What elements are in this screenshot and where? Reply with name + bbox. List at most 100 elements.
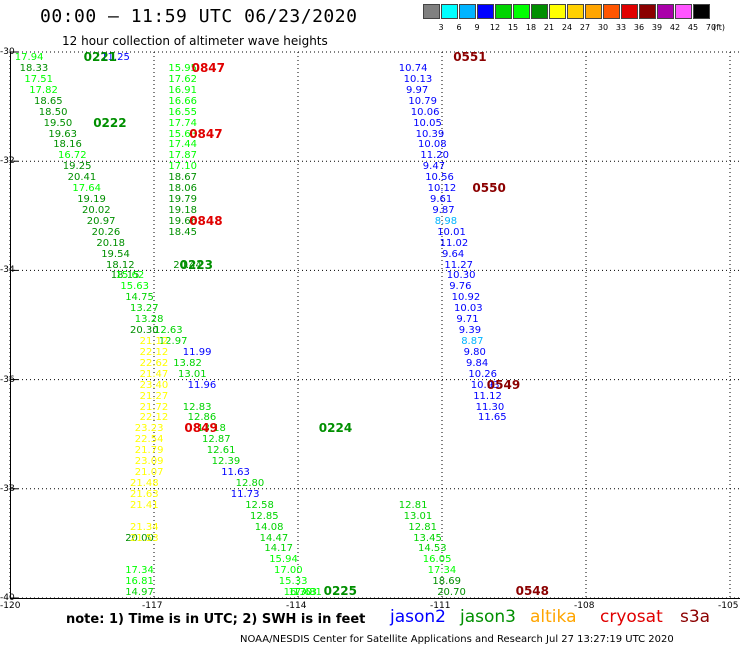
wave-height-value-altika: 21.41	[130, 499, 159, 511]
wave-height-value-jason2: 10.08	[418, 139, 447, 151]
wave-height-value-jason3: 17.10	[168, 161, 198, 173]
wave-height-value-jason3: 19.19	[77, 194, 106, 206]
wave-height-value-jason2: 10.74	[398, 63, 428, 74]
legend-label: 9	[474, 23, 480, 32]
wave-height-value-jason3: 18.33	[19, 63, 49, 74]
legend-label: 36	[633, 23, 645, 32]
wave-height-value-jason3: 12.81	[408, 521, 438, 533]
pass-time-label: 0224	[318, 421, 353, 436]
wave-height-value-jason3: 15.95	[168, 63, 198, 74]
wave-height-value-jason3: 15.33	[278, 576, 308, 588]
wave-height-value-altika: 22.12	[139, 412, 169, 424]
longitude-label: -108	[574, 601, 595, 611]
wave-height-value-jason2: 9.39	[458, 325, 482, 337]
legend-swatch	[585, 4, 602, 19]
wave-height-value-altika: 21.72	[139, 401, 169, 413]
wave-height-value-jason2: 11.99	[182, 346, 212, 358]
wave-height-value-jason3: 17.64	[72, 183, 102, 195]
wave-height-value-jason2: 11.20	[420, 150, 450, 162]
wave-height-value-jason2: 9.64	[442, 248, 465, 260]
legend-label: 24	[561, 23, 573, 32]
legend-label: 15	[507, 23, 519, 32]
wave-height-value-jason3: 13.82	[173, 357, 202, 369]
wave-height-value-altika: 22.12	[139, 346, 169, 358]
wave-height-value-jason3: 17.34	[125, 565, 154, 577]
legend-label: 70	[705, 23, 717, 32]
wave-height-value-jason3: 17.62	[168, 73, 198, 85]
wave-height-value-altika: 22.62	[139, 357, 169, 369]
legend-swatch	[531, 4, 548, 19]
wave-height-value-jason2: 8.87	[461, 336, 484, 347]
wave-height-value-jason3: 17.51	[24, 73, 54, 85]
wave-height-value-jason2: 10.79	[408, 95, 438, 107]
wave-height-value-jason2: 10.56	[425, 172, 454, 184]
wave-height-value-altika: 21.79	[134, 445, 164, 457]
wave-height-value-jason2: 9.61	[430, 194, 453, 206]
wave-height-value-jason3: 17.63	[288, 587, 318, 598]
wave-height-value-jason2: 10.26	[468, 368, 498, 380]
wave-height-value-jason3: 14.47	[259, 532, 289, 544]
wave-height-value-jason3: 13.27	[130, 303, 159, 315]
wave-height-value-jason2: 11.27	[444, 259, 474, 271]
wave-height-value-jason3: 17.81	[293, 587, 322, 598]
wave-height-value-jason2: 9.71	[456, 314, 479, 326]
pass-time-label: 0847	[191, 61, 225, 75]
wave-height-value-jason3: 16.05	[422, 554, 452, 566]
wave-height-value-jason3: 15.63	[168, 128, 198, 140]
legend-swatch	[639, 4, 656, 19]
wave-height-value-jason3: 14.17	[264, 543, 294, 555]
wave-height-value-jason2: 11.30	[475, 401, 505, 413]
footer-credit: NOAA/NESDIS Center for Satellite Applica…	[240, 634, 674, 645]
map-subtitle: 12 hour collection of altimeter wave hei…	[62, 34, 328, 48]
legend-swatch	[423, 4, 440, 19]
legend-swatch	[621, 4, 638, 19]
pass-time-label: 0848	[189, 213, 223, 228]
wave-height-value-jason3: 19.54	[101, 248, 130, 260]
wave-height-value-jason3: 13.28	[134, 314, 164, 326]
latitude-label: -36	[0, 374, 15, 385]
pass-time-label: 0222	[93, 115, 127, 130]
wave-height-value-jason2: 10.13	[403, 73, 433, 85]
legend-label: 27	[579, 23, 591, 32]
wave-height-value-jason2: 11.25	[101, 52, 130, 64]
wave-height-value-jason3: 20.18	[96, 237, 126, 249]
wave-height-value-jason2: 11.96	[187, 379, 217, 391]
wave-height-value-altika: 23.23	[134, 423, 164, 435]
legend-swatch	[513, 4, 530, 19]
wave-height-value-jason2: 11.63	[221, 467, 250, 479]
wave-height-value-jason3: 14.97	[125, 587, 154, 598]
latitude-label: -30	[0, 47, 15, 57]
wave-height-value-jason3: 14.75	[125, 292, 154, 304]
wave-height-value-jason3: 12.87	[202, 434, 231, 446]
legend-swatch	[603, 4, 620, 19]
legend-label: 39	[651, 23, 663, 32]
wave-height-value-jason3: 12.39	[211, 456, 241, 468]
legend-swatch	[495, 4, 512, 19]
legend-label: 3	[438, 23, 444, 32]
wave-height-value-jason2: 10.92	[451, 292, 481, 304]
wave-height-value-jason3: 12.97	[158, 336, 188, 347]
wave-height-value-jason3: 17.82	[29, 84, 58, 96]
wave-height-value-jason3: 12.61	[206, 445, 236, 457]
wave-height-value-jason3: 19.66	[168, 215, 198, 227]
wave-height-value-altika: 21.27	[139, 390, 169, 402]
wave-height-value-jason2: 11.65	[478, 412, 507, 424]
wave-height-value-jason3: 13.45	[413, 532, 442, 544]
wave-height-value-jason3: 17.00	[274, 565, 303, 577]
wave-height-value-jason3: 15.63	[120, 281, 150, 293]
wave-height-value-jason3: 13.01	[178, 368, 207, 380]
wave-height-value-altika: 21.47	[139, 368, 169, 380]
wave-height-value-jason3: 14.08	[254, 521, 284, 533]
legend-label: 33	[615, 23, 627, 32]
legend-swatch	[477, 4, 494, 19]
wave-height-value-jason2: 10.05	[413, 117, 442, 129]
wave-height-value-jason3: 17.87	[168, 150, 198, 162]
satellite-jason3: jason3	[460, 607, 516, 627]
wave-height-value-jason2: 9.87	[432, 204, 455, 216]
legend-swatch	[549, 4, 566, 19]
wave-height-value-jason3: 18.12	[106, 259, 135, 271]
wave-height-value-jason3: 18.15	[110, 270, 140, 282]
map-title: 00:00 – 11:59 UTC 06/23/2020	[40, 6, 358, 27]
wave-height-value-altika: 22.54	[134, 434, 164, 446]
wave-height-value-jason3: 18.50	[38, 106, 68, 118]
